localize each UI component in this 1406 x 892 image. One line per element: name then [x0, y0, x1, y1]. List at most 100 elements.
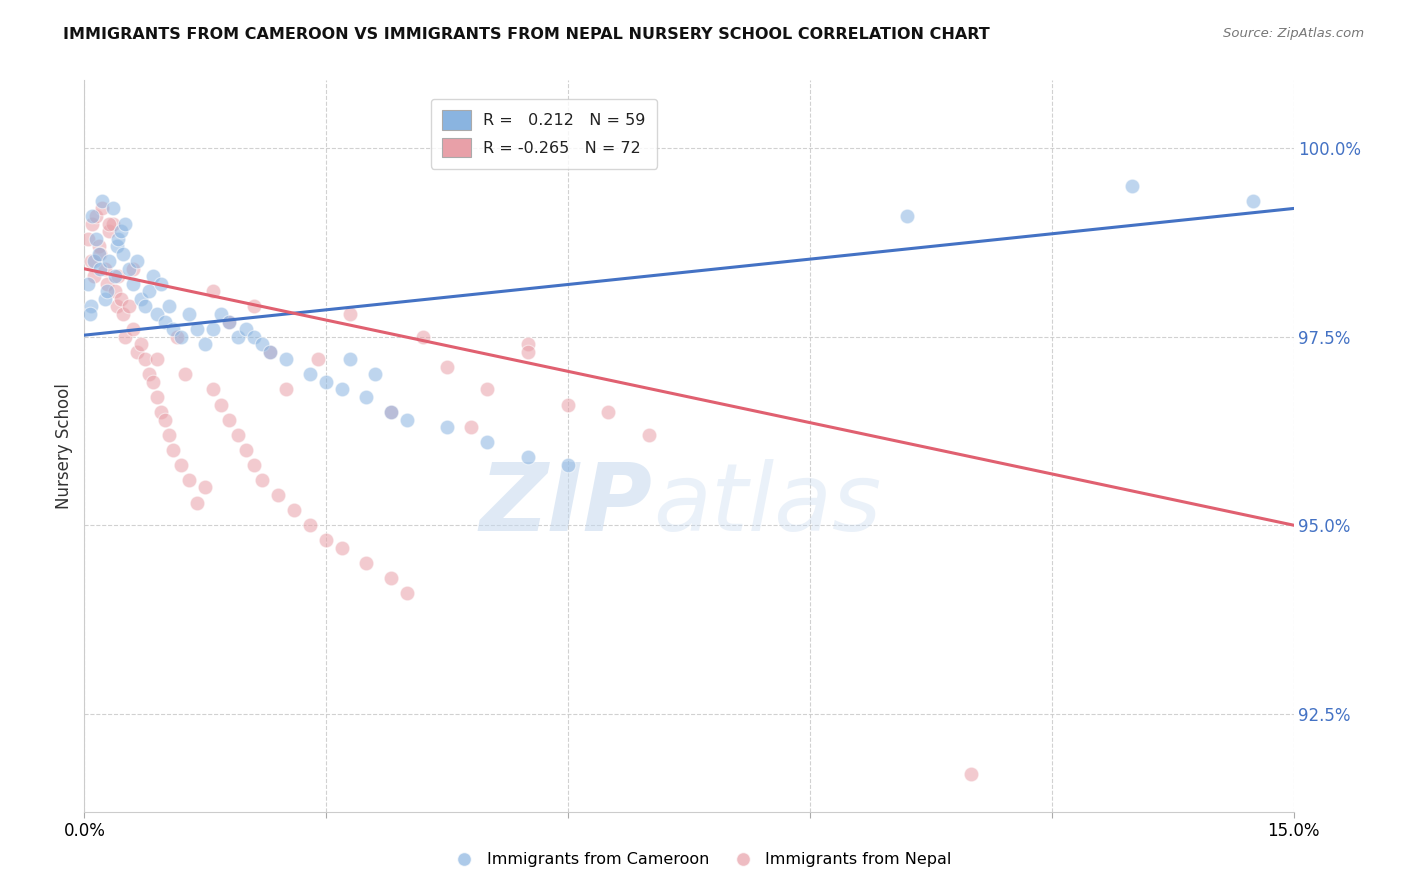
Point — [105, 239, 128, 253]
Point — [149, 277, 172, 291]
Point — [87, 246, 110, 260]
Point — [274, 383, 297, 397]
Point — [557, 458, 579, 472]
Point — [283, 503, 305, 517]
Point — [170, 458, 193, 472]
Point — [104, 285, 127, 299]
Point — [250, 473, 273, 487]
Text: IMMIGRANTS FROM CAMEROON VS IMMIGRANTS FROM NEPAL NURSERY SCHOOL CORRELATION CHA: IMMIGRANTS FROM CAMEROON VS IMMIGRANTS F… — [63, 27, 990, 42]
Point — [97, 254, 120, 268]
Point — [138, 285, 160, 299]
Point — [101, 202, 124, 216]
Point — [209, 307, 232, 321]
Point — [380, 405, 402, 419]
Legend: R =   0.212   N = 59, R = -0.265   N = 72: R = 0.212 N = 59, R = -0.265 N = 72 — [430, 99, 657, 169]
Point — [97, 217, 120, 231]
Point — [82, 217, 104, 231]
Point — [194, 337, 217, 351]
Point — [395, 412, 418, 426]
Point — [339, 352, 361, 367]
Point — [170, 329, 193, 343]
Point — [125, 254, 148, 268]
Point — [110, 224, 132, 238]
Point — [83, 254, 105, 268]
Point — [242, 329, 264, 343]
Point — [91, 194, 114, 208]
Point — [121, 277, 143, 291]
Point — [89, 246, 111, 260]
Text: Source: ZipAtlas.com: Source: ZipAtlas.com — [1223, 27, 1364, 40]
Point — [114, 217, 136, 231]
Point — [77, 232, 100, 246]
Point — [97, 224, 120, 238]
Point — [380, 571, 402, 585]
Point — [202, 322, 225, 336]
Y-axis label: Nursery School: Nursery School — [55, 383, 73, 509]
Point — [299, 368, 322, 382]
Point — [209, 398, 232, 412]
Point — [218, 412, 240, 426]
Point — [80, 254, 103, 268]
Point — [1241, 194, 1264, 208]
Point — [86, 209, 108, 223]
Text: ZIP: ZIP — [479, 458, 652, 550]
Point — [107, 232, 129, 246]
Point — [93, 261, 115, 276]
Point — [307, 352, 329, 367]
Point — [86, 232, 108, 246]
Point — [153, 412, 176, 426]
Point — [194, 480, 217, 494]
Point — [436, 420, 458, 434]
Point — [82, 209, 104, 223]
Point — [356, 390, 378, 404]
Point — [235, 442, 257, 457]
Point — [477, 435, 499, 450]
Point — [112, 307, 135, 321]
Point — [637, 427, 659, 442]
Point — [105, 300, 128, 314]
Point — [162, 322, 184, 336]
Point — [477, 383, 499, 397]
Point — [149, 405, 172, 419]
Point — [87, 239, 110, 253]
Point — [226, 329, 249, 343]
Point — [242, 458, 264, 472]
Point — [146, 352, 169, 367]
Point — [83, 269, 105, 284]
Point — [380, 405, 402, 419]
Point — [162, 442, 184, 457]
Point — [598, 405, 620, 419]
Point — [118, 300, 141, 314]
Point — [118, 261, 141, 276]
Point — [242, 300, 264, 314]
Point — [79, 307, 101, 321]
Point — [157, 300, 180, 314]
Point — [896, 209, 918, 223]
Point — [235, 322, 257, 336]
Point — [259, 344, 281, 359]
Point — [516, 450, 538, 465]
Point — [1121, 178, 1143, 193]
Point — [174, 368, 197, 382]
Point — [91, 202, 114, 216]
Point — [460, 420, 482, 434]
Point — [134, 300, 156, 314]
Point — [146, 390, 169, 404]
Point — [218, 315, 240, 329]
Point — [202, 383, 225, 397]
Point — [315, 375, 337, 389]
Legend: Immigrants from Cameroon, Immigrants from Nepal: Immigrants from Cameroon, Immigrants fro… — [447, 844, 959, 875]
Point — [153, 315, 176, 329]
Point — [186, 495, 208, 509]
Point — [356, 556, 378, 570]
Point — [436, 359, 458, 374]
Point — [218, 315, 240, 329]
Point — [330, 383, 353, 397]
Point — [142, 375, 165, 389]
Point — [557, 398, 579, 412]
Point — [80, 300, 103, 314]
Point — [125, 344, 148, 359]
Point — [114, 329, 136, 343]
Point — [226, 427, 249, 442]
Text: atlas: atlas — [652, 459, 882, 550]
